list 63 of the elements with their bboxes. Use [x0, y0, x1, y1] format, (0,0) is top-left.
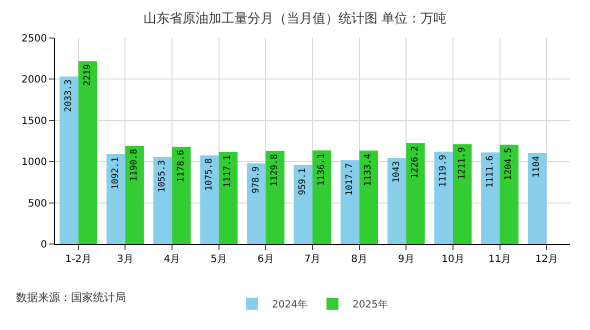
- data-label: 1075.8: [204, 158, 214, 191]
- data-label: 2033.3: [64, 79, 74, 112]
- bar: [481, 152, 500, 244]
- bar: [434, 152, 453, 244]
- data-label: 1017.7: [344, 163, 355, 196]
- x-tick-label: 11月: [488, 254, 512, 265]
- x-tick-label: 3月: [117, 254, 134, 265]
- data-label: 1092.1: [110, 157, 121, 190]
- data-label: 1055.3: [158, 160, 168, 193]
- x-tick-label: 12月: [535, 254, 558, 265]
- data-label: 1226.2: [410, 146, 420, 178]
- bar: [78, 61, 98, 244]
- x-tick-label: 8月: [351, 254, 368, 265]
- bar: [153, 157, 172, 244]
- bar: [106, 154, 126, 244]
- data-label: 1104: [532, 156, 542, 178]
- bar: [500, 144, 518, 244]
- y-tick-label: 0: [40, 240, 47, 250]
- y-tick-label: 1500: [22, 116, 47, 127]
- y-tick-label: 1000: [22, 157, 47, 168]
- x-tick-label: 1-2月: [65, 254, 92, 265]
- data-label: 1129.8: [270, 154, 280, 186]
- x-tick-label: 7月: [304, 254, 321, 265]
- bar: [60, 76, 78, 244]
- x-tick-label: 9月: [398, 254, 414, 265]
- y-tick-label: 2000: [22, 74, 47, 86]
- bar: [528, 153, 547, 244]
- data-label: 978.9: [251, 166, 262, 194]
- legend-label: 2024年: [272, 298, 308, 311]
- bar: [246, 163, 266, 244]
- bar: [312, 150, 332, 244]
- bar: [125, 146, 144, 244]
- data-label: 1119.9: [438, 154, 449, 188]
- data-label: 1136.1: [316, 153, 327, 186]
- x-tick-label: 10月: [442, 254, 464, 265]
- x-tick-label: 4月: [164, 254, 180, 265]
- data-label: 1111.6: [485, 155, 496, 188]
- data-label: 1211.9: [457, 147, 468, 180]
- bar: [452, 144, 472, 244]
- data-label: 1204.5: [504, 148, 514, 180]
- bar: [200, 155, 219, 244]
- data-label: 1043: [392, 161, 402, 183]
- data-label: 1117.1: [223, 154, 234, 188]
- data-label: 1133.4: [364, 154, 374, 186]
- data-label: 1178.6: [176, 150, 186, 182]
- data-label: 2219: [82, 64, 93, 86]
- bar: [387, 158, 406, 244]
- y-tick-label: 2500: [22, 34, 47, 44]
- legend-label: 2025年: [352, 298, 388, 311]
- data-label: 959.1: [298, 168, 308, 196]
- x-tick-label: 6月: [257, 254, 274, 265]
- y-tick-label: 500: [28, 198, 47, 210]
- bar: [294, 164, 312, 244]
- chart-title: 山东省原油加工量分月（当月值）统计图 单位：万吨: [143, 11, 447, 26]
- bar: [172, 146, 191, 244]
- bar: [266, 150, 284, 244]
- source-note: 数据来源：国家统计局: [16, 291, 126, 304]
- bar: [218, 152, 238, 244]
- bar: [340, 160, 360, 244]
- data-label: 1190.8: [130, 148, 140, 182]
- bar: [359, 150, 378, 244]
- x-tick-label: 5月: [210, 254, 228, 265]
- bar: [406, 142, 425, 244]
